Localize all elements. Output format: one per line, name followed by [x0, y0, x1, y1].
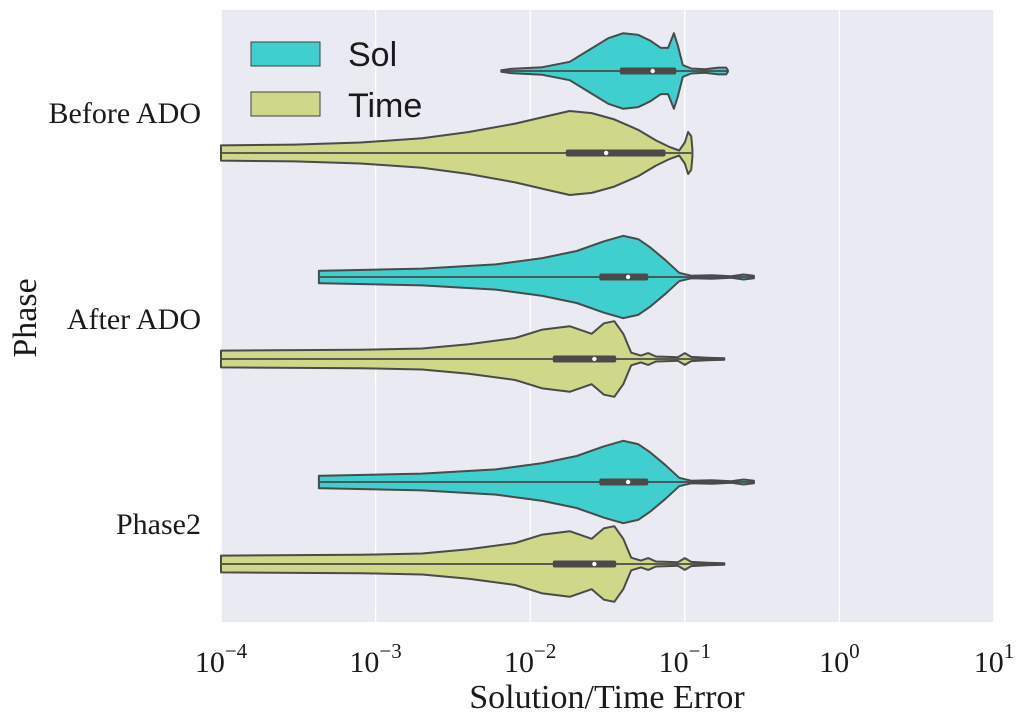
legend-label-sol: Sol — [348, 36, 397, 74]
violin-median-point — [603, 150, 609, 156]
violin-iqr-box — [599, 478, 649, 486]
y-tick-label: Phase2 — [116, 508, 201, 541]
x-tick-label: 10−3 — [349, 639, 401, 679]
plot-background — [221, 10, 994, 622]
x-tick-label: 10−1 — [659, 639, 711, 679]
violin-median-point — [625, 274, 631, 280]
x-tick-labels: 10−4 10−3 10−2 10−1 100 101 — [195, 639, 1014, 679]
legend-label-time: Time — [348, 87, 422, 125]
violin-iqr-box — [552, 560, 617, 568]
violin-median-point — [592, 561, 597, 567]
violin-iqr-box — [619, 67, 677, 75]
y-tick-label: Before ADO — [49, 97, 201, 130]
legend-swatch-sol — [250, 41, 321, 67]
violin-iqr-box — [565, 149, 666, 157]
violin-median-point — [650, 68, 655, 74]
violin-median-point — [625, 479, 631, 485]
violin-iqr-box — [599, 273, 649, 281]
x-tick-label: 101 — [974, 639, 1015, 679]
legend-swatch-time — [250, 91, 321, 117]
x-tick-label: 10−4 — [195, 639, 248, 679]
y-axis-label: Phase — [7, 278, 44, 357]
legend: Sol Time — [250, 36, 422, 125]
violins — [220, 32, 755, 603]
y-tick-labels: Before ADO After ADO Phase2 — [49, 97, 201, 541]
violin-median-point — [592, 356, 597, 362]
x-axis-label: Solution/Time Error — [469, 679, 745, 716]
grid-lines — [220, 10, 995, 622]
y-tick-label: After ADO — [67, 303, 201, 336]
x-tick-label: 100 — [819, 639, 860, 679]
violin-iqr-box — [552, 355, 617, 363]
x-tick-label: 10−2 — [504, 639, 556, 679]
